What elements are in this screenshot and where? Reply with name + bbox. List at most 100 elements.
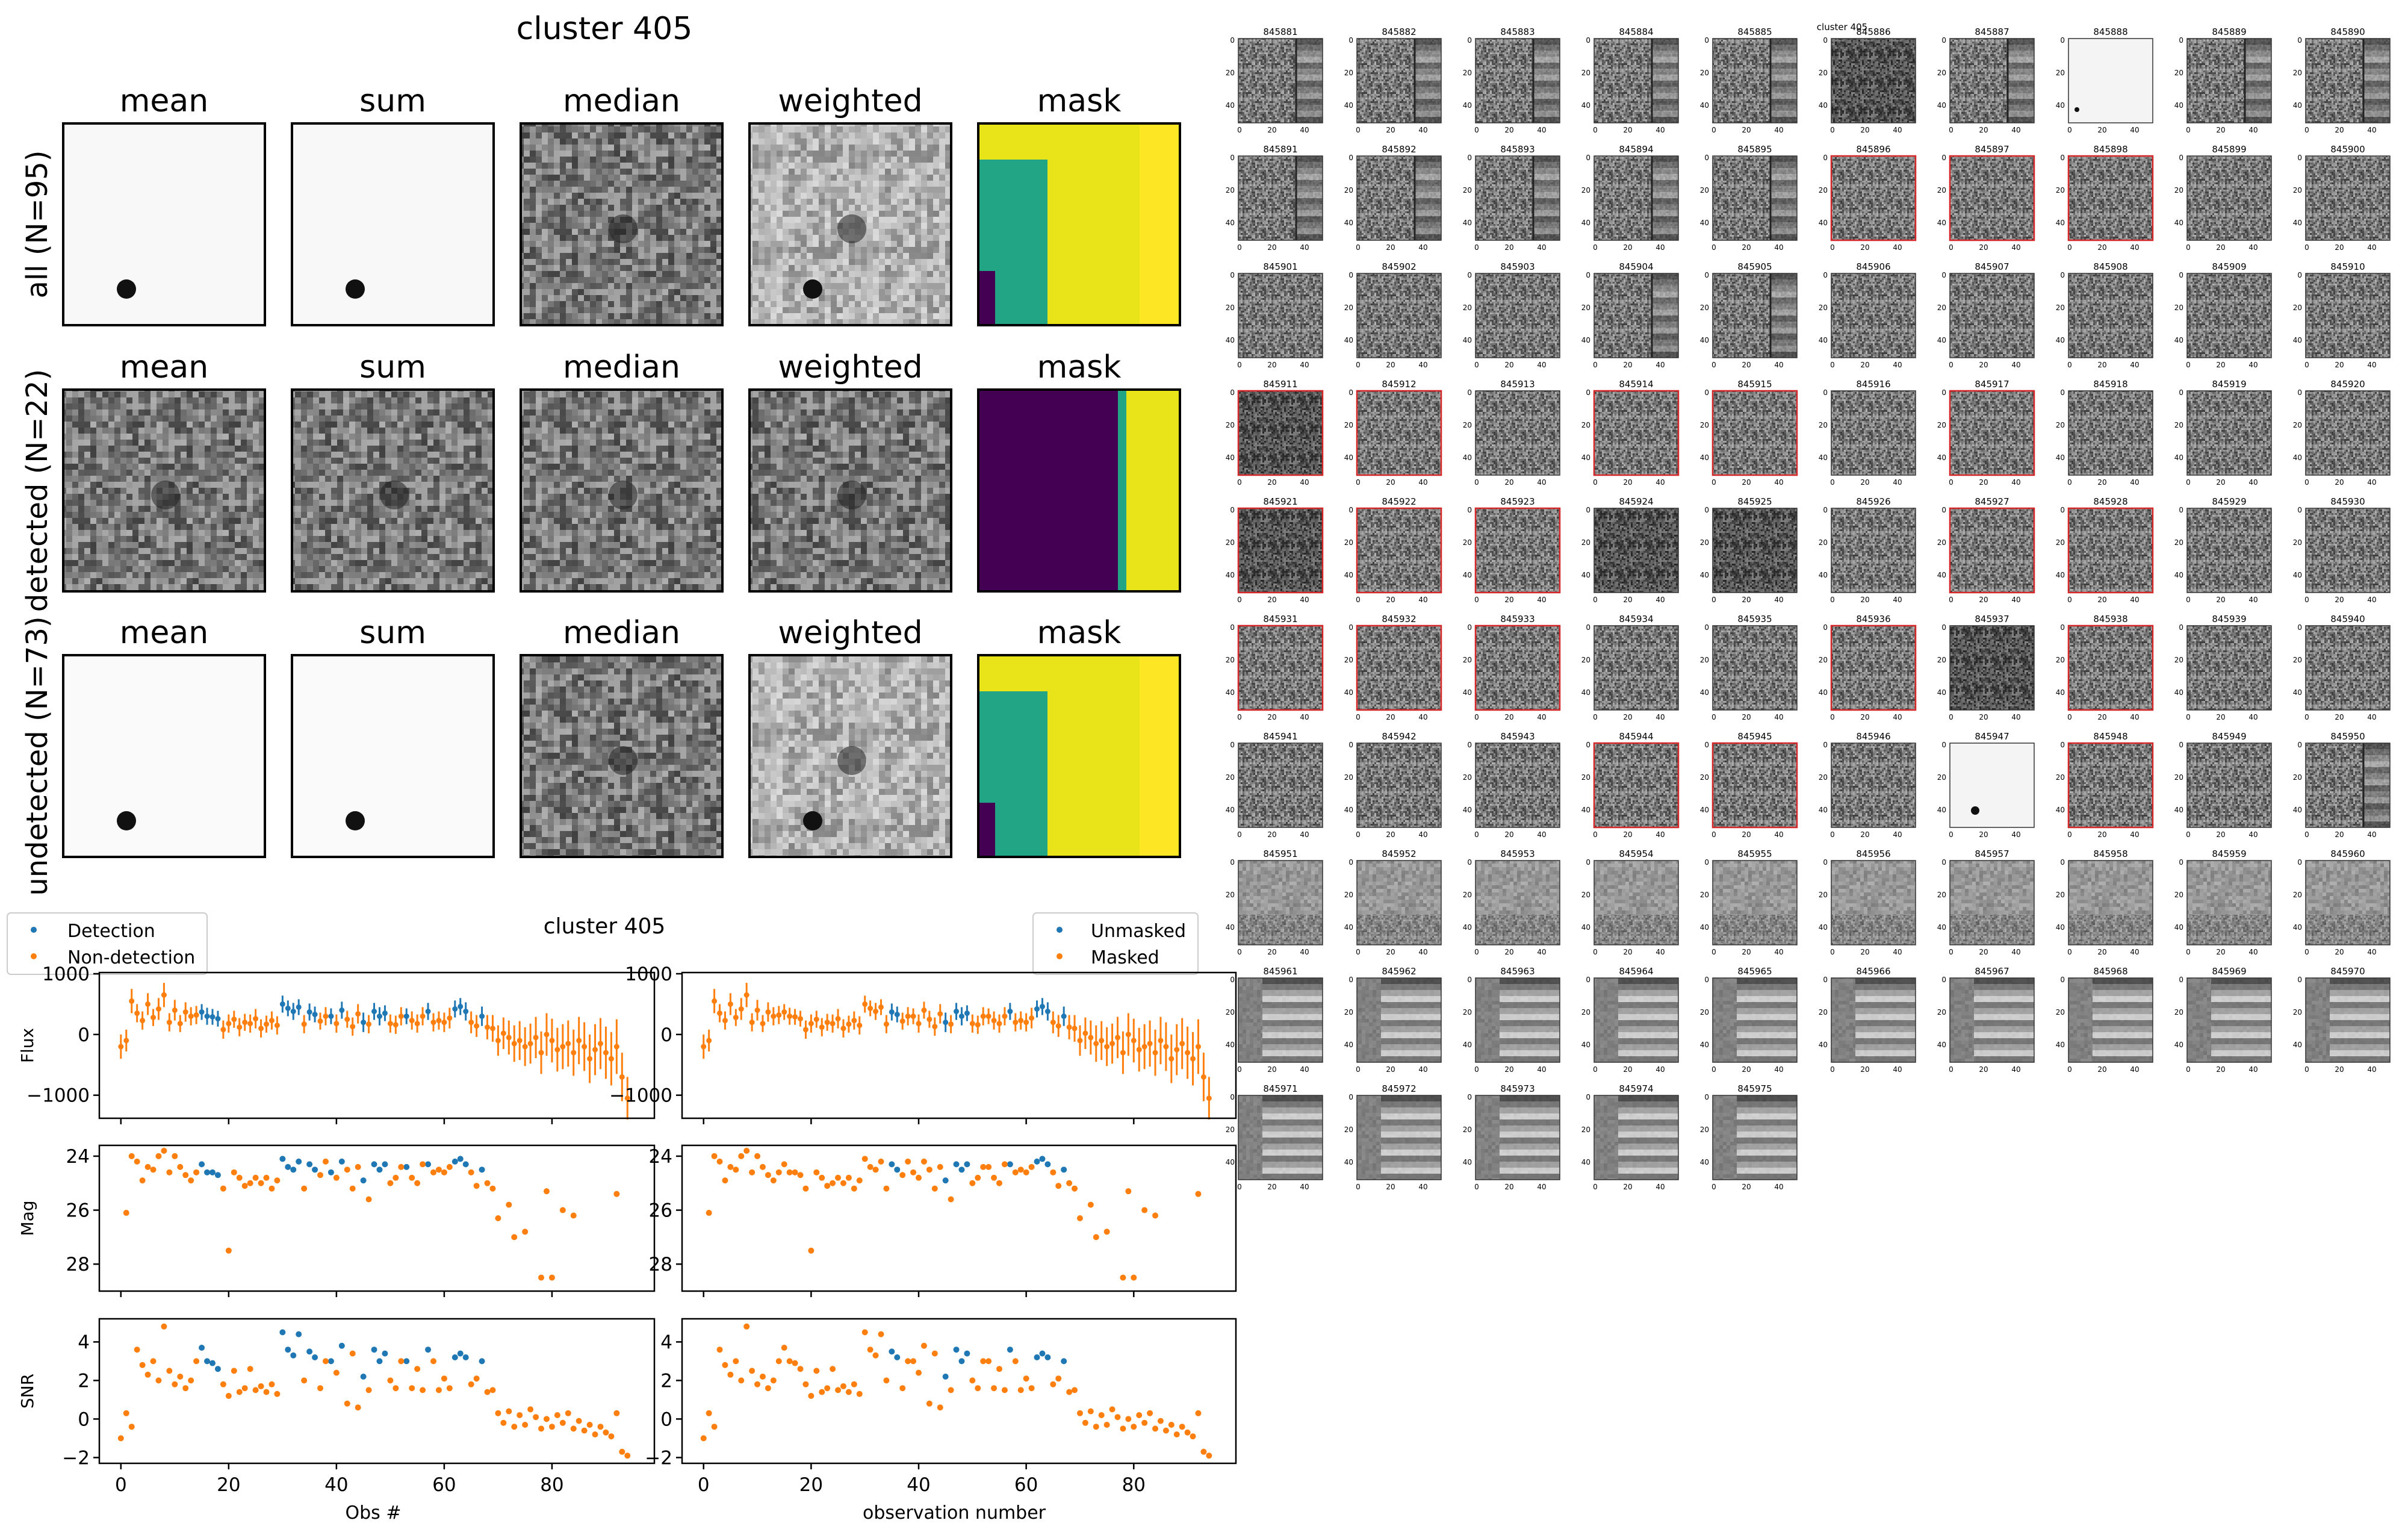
cutout-y-tick: 40 (1463, 453, 1472, 462)
cutout-label: 845933 (1500, 614, 1534, 624)
data-point (489, 1387, 496, 1393)
data-point (414, 1021, 420, 1027)
data-point (792, 1360, 798, 1366)
cutout-x-tick: 40 (1300, 1183, 1309, 1191)
data-point (441, 1020, 447, 1026)
cutout-frame (2067, 624, 2154, 711)
legend-masked-marker (1057, 953, 1063, 959)
stripe-band (1296, 57, 1323, 63)
data-point (706, 1038, 712, 1044)
band-stripe (1262, 1132, 1323, 1138)
cutout-x-tick: 20 (2097, 361, 2106, 369)
data-point (172, 1007, 178, 1013)
band-stripe (1262, 1168, 1323, 1174)
cutout-y-tick: 40 (1344, 1158, 1353, 1166)
cutout-y-tick: 20 (2056, 538, 2065, 547)
cutout-y-tick: 40 (2293, 923, 2302, 932)
data-point (225, 1247, 232, 1254)
x-tick-label: 60 (432, 1474, 456, 1496)
cutout-x-tick: 20 (2335, 126, 2344, 134)
data-point (447, 1015, 453, 1021)
cutout-label: 845975 (1737, 1083, 1772, 1094)
band-stripe (1855, 1056, 1916, 1062)
data-point (1039, 1003, 1045, 1009)
data-point (263, 1021, 269, 1027)
data-point (436, 1018, 442, 1024)
data-point (943, 1020, 949, 1026)
cutout-x-tick: 20 (1267, 948, 1276, 956)
cutout-x-tick: 20 (1742, 713, 1751, 721)
cutout-y-tick: 40 (1700, 688, 1709, 697)
data-point (457, 1156, 464, 1162)
data-point (835, 1387, 842, 1393)
band-stripe (1737, 1038, 1797, 1044)
data-point (317, 1018, 323, 1024)
cutout-y-tick: 20 (2056, 304, 2065, 312)
cutout-y-tick: 0 (2179, 858, 2183, 867)
band-stripe (2330, 996, 2390, 1002)
cutout-x-tick: 40 (2130, 830, 2139, 839)
stripe-band (1296, 63, 1323, 69)
data-point (1206, 1095, 1212, 1101)
stripe-band (1770, 273, 1797, 279)
cutout-x-tick: 40 (2011, 478, 2020, 487)
data-point (548, 1424, 555, 1430)
data-point (252, 1174, 259, 1181)
stripe-band (1770, 39, 1797, 45)
data-point (743, 1323, 750, 1330)
data-point (506, 1408, 512, 1415)
band-stripe (1737, 1150, 1797, 1156)
cutout-frame (1356, 507, 1442, 594)
band-left (1713, 1095, 1737, 1180)
cutout-label: 845915 (1737, 379, 1772, 390)
data-point (209, 1360, 216, 1366)
cutout-x-tick: 20 (1623, 1183, 1632, 1191)
band-stripe (1974, 978, 2034, 984)
cutout-y-tick: 0 (1823, 271, 1828, 279)
cutout-image (1594, 391, 1678, 475)
band-stripe (1500, 1150, 1560, 1156)
cutout-y-tick: 20 (1700, 69, 1709, 77)
stripe-band (1533, 57, 1560, 63)
stripe-band (1770, 111, 1797, 117)
cutout-x-tick: 40 (1774, 830, 1783, 839)
cutout-x-tick: 20 (1979, 948, 1988, 956)
y-tick-label: 24 (66, 1146, 90, 1168)
cutout-x-tick: 40 (1656, 478, 1665, 487)
stripe-band (1296, 156, 1323, 162)
stripe-band (1533, 87, 1560, 93)
data-point (495, 1215, 501, 1221)
data-point (733, 1166, 739, 1173)
band-stripe (1618, 984, 1678, 990)
data-point (916, 1021, 922, 1027)
stripe-band (1533, 81, 1560, 87)
data-point (414, 1366, 421, 1372)
stripe-band (2363, 821, 2390, 827)
cutout-x-tick: 0 (1474, 1065, 1479, 1074)
cutout-x-tick: 40 (1537, 948, 1546, 956)
cutout-x-tick: 0 (2304, 830, 2309, 839)
data-point (1017, 1387, 1024, 1393)
cutout-x-tick: 40 (1774, 1183, 1783, 1191)
cutout-label: 845956 (1856, 848, 1890, 859)
cutout-frame (1237, 390, 1324, 476)
cutout-label: 845966 (1856, 966, 1890, 977)
cutout-label: 845901 (1263, 261, 1297, 272)
cutout-label: 845941 (1263, 731, 1297, 742)
cutout-label: 845944 (1619, 731, 1653, 742)
cutout-y-tick: 0 (1941, 623, 1946, 632)
cutout-y-tick: 20 (1700, 186, 1709, 195)
cutout-x-tick: 0 (2067, 596, 2072, 604)
stripe-band (1296, 198, 1323, 204)
cutout-image (1594, 508, 1678, 593)
stripe-band (1415, 63, 1441, 69)
band-stripe (2330, 1056, 2390, 1062)
band-stripe (1618, 1125, 1678, 1132)
